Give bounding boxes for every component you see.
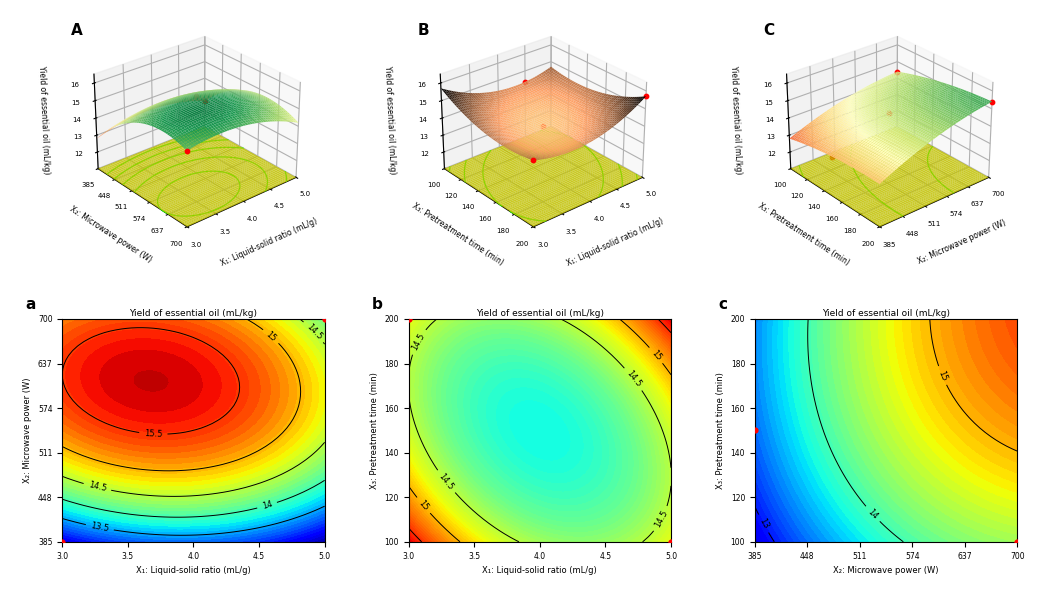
Text: 14.5: 14.5 [410, 332, 427, 352]
X-axis label: X₂: Microwave power (W): X₂: Microwave power (W) [916, 218, 1007, 265]
Text: c: c [718, 297, 728, 312]
Text: 13: 13 [757, 517, 770, 530]
Text: 14: 14 [261, 500, 273, 511]
Text: a: a [26, 297, 36, 312]
Text: C: C [764, 22, 774, 37]
Point [54, 537, 71, 547]
Point [1009, 537, 1026, 547]
X-axis label: X₁: Liquid-solid ratio (mL/g): X₁: Liquid-solid ratio (mL/g) [566, 216, 665, 267]
Title: Yield of essential oil (mL/kg): Yield of essential oil (mL/kg) [822, 309, 950, 318]
Text: 14: 14 [866, 507, 879, 521]
X-axis label: X₂: Microwave power (W): X₂: Microwave power (W) [834, 566, 938, 575]
X-axis label: X₁: Liquid-solid ratio (mL/g): X₁: Liquid-solid ratio (mL/g) [219, 216, 319, 267]
Text: 14.5: 14.5 [624, 369, 643, 389]
Text: 14.5: 14.5 [653, 509, 670, 529]
Text: B: B [417, 22, 429, 37]
Text: 15.5: 15.5 [144, 429, 163, 439]
Text: 14.5: 14.5 [304, 322, 324, 341]
Point [401, 314, 417, 324]
Y-axis label: X₃: Pretreatment time (min): X₃: Pretreatment time (min) [716, 372, 726, 489]
Y-axis label: X₃: Pretreatment time (min): X₃: Pretreatment time (min) [370, 372, 379, 489]
Text: 15: 15 [649, 349, 663, 362]
Point [746, 426, 763, 435]
Text: A: A [71, 22, 83, 37]
Text: b: b [372, 297, 383, 312]
Text: 15: 15 [416, 498, 431, 512]
Y-axis label: X₃: Pretreatment time (min): X₃: Pretreatment time (min) [757, 201, 851, 267]
Y-axis label: X₃: Pretreatment time (min): X₃: Pretreatment time (min) [410, 201, 504, 267]
Text: 13.5: 13.5 [90, 521, 110, 533]
Title: Yield of essential oil (mL/kg): Yield of essential oil (mL/kg) [475, 309, 604, 318]
Y-axis label: X₂: Microwave power (W): X₂: Microwave power (W) [24, 377, 32, 483]
X-axis label: X₁: Liquid-solid ratio (mL/g): X₁: Liquid-solid ratio (mL/g) [483, 566, 597, 575]
Title: Yield of essential oil (mL/kg): Yield of essential oil (mL/kg) [130, 309, 257, 318]
Point [317, 314, 333, 324]
Text: 14.5: 14.5 [87, 480, 107, 494]
Y-axis label: X₂: Microwave power (W): X₂: Microwave power (W) [69, 204, 154, 264]
Point [662, 537, 679, 547]
X-axis label: X₁: Liquid-solid ratio (mL/g): X₁: Liquid-solid ratio (mL/g) [136, 566, 251, 575]
Text: 15: 15 [936, 369, 949, 382]
Text: 15: 15 [265, 329, 278, 343]
Text: 14.5: 14.5 [437, 471, 456, 492]
